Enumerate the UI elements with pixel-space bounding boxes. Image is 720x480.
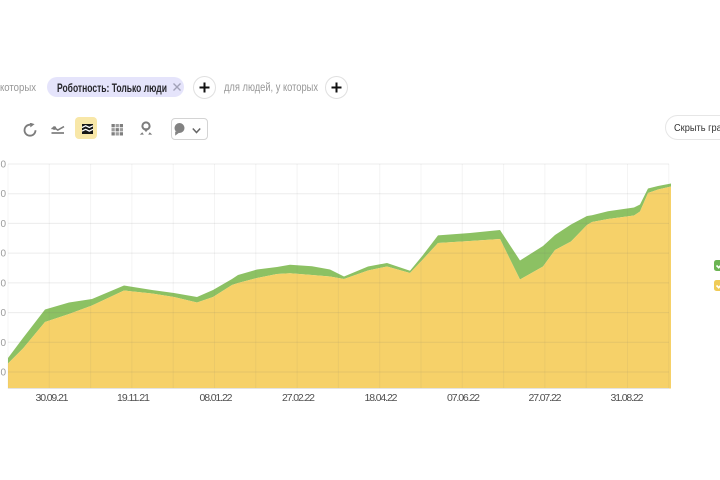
svg-text:31.08.22: 31.08.22 — [611, 392, 644, 404]
svg-text:0: 0 — [0, 160, 6, 171]
svg-text:0: 0 — [0, 189, 6, 200]
svg-text:27.07.22: 27.07.22 — [529, 392, 562, 404]
svg-text:0: 0 — [0, 219, 6, 230]
svg-text:19.11.21: 19.11.21 — [117, 392, 150, 404]
svg-text:08.01.22: 08.01.22 — [200, 392, 233, 404]
svg-text:27.02.22: 27.02.22 — [282, 392, 315, 404]
svg-text:0: 0 — [0, 249, 6, 260]
svg-text:18.04.22: 18.04.22 — [365, 392, 398, 404]
svg-text:0: 0 — [0, 368, 6, 379]
svg-text:07.06.22: 07.06.22 — [447, 392, 480, 404]
svg-text:0: 0 — [0, 338, 6, 349]
svg-text:0: 0 — [0, 308, 6, 319]
svg-text:30.09.21: 30.09.21 — [36, 392, 69, 404]
svg-text:0: 0 — [0, 278, 6, 289]
